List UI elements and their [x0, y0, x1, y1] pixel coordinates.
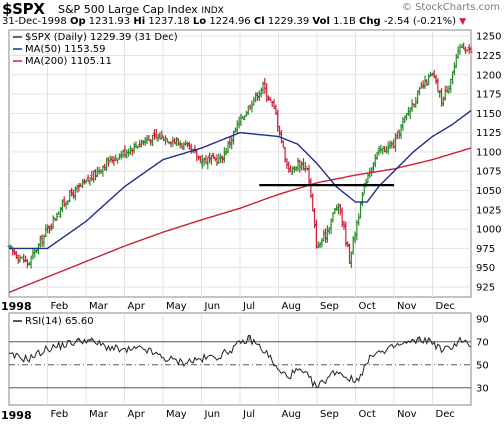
price-x-tick-label: Oct	[359, 301, 376, 312]
close-label: Cl	[253, 16, 265, 27]
price-ohlc-bar	[134, 141, 138, 149]
copyright-link[interactable]: © StockCharts.com	[401, 2, 500, 13]
change-value: -2.54 (-0.21%)	[383, 16, 457, 27]
index-full-name: S&P 500 Large Cap Index	[58, 3, 198, 16]
open-label: Op	[69, 16, 86, 27]
rsi-x-tick-label: Feb	[51, 409, 69, 420]
price-y-tick-label: 975	[476, 244, 495, 255]
rsi-x-tick-label: Oct	[359, 409, 376, 420]
quote-date: 31-Dec-1998	[2, 16, 67, 27]
quote-summary: 31-Dec-1998 Op 1231.93 Hi 1237.18 Lo 122…	[2, 16, 466, 27]
price-y-tick-label: 1050	[476, 186, 501, 197]
price-x-tick-label: Mar	[89, 301, 109, 312]
rsi-y-tick-label: 30	[476, 383, 489, 394]
change-label: Chg	[359, 16, 381, 27]
price-y-tick-label: 1225	[476, 51, 501, 62]
rsi-line	[8, 334, 472, 388]
price-ohlc-bar	[55, 212, 59, 221]
price-x-tick-label: Apr	[128, 301, 146, 312]
price-x-tick-label: Sep	[320, 301, 339, 312]
rsi-x-tick-label: Sep	[320, 409, 339, 420]
price-ohlc-bar	[77, 182, 81, 192]
symbol-title: $SPX	[2, 0, 45, 18]
rsi-y-tick-label: 70	[476, 337, 489, 348]
price-ohlc-bar	[163, 135, 168, 145]
price-y-tick-label: 1175	[476, 90, 501, 101]
price-y-tick-label: 950	[476, 263, 495, 274]
rsi-y-tick-label: 50	[476, 360, 489, 371]
price-y-tick-label: 1125	[476, 128, 501, 139]
price-x-tick-label: Feb	[51, 301, 69, 312]
volume-label: Vol	[312, 16, 330, 27]
rsi-panel: 30 50 70 90 Feb Mar Apr May Jun Jul Aug Sep Oct Nov De…	[1, 312, 489, 422]
price-ohlc-bar	[469, 46, 473, 53]
high-value: 1237.18	[148, 16, 190, 27]
price-ohlc-bar	[268, 97, 272, 101]
high-label: Hi	[133, 16, 146, 27]
rsi-y-tick-label: 90	[476, 314, 489, 325]
rsi-x-tick-label: Apr	[128, 409, 146, 420]
legend-label: $SPX (Daily) 1229.39 (31 Dec)	[25, 32, 178, 43]
open-value: 1231.93	[88, 16, 131, 27]
price-ohlc-bar	[128, 145, 133, 155]
legend-label: MA(50) 1153.59	[25, 44, 106, 55]
ma200-line	[8, 147, 472, 294]
rsi-legend: RSI(14) 65.60	[13, 316, 94, 327]
price-ohlc-bar	[160, 130, 164, 140]
rsi-x-tick-label: Nov	[397, 409, 417, 420]
price-x-tick-label: Nov	[397, 301, 417, 312]
rsi-x-tick-label: Jul	[242, 409, 255, 420]
price-y-tick-label: 1025	[476, 205, 501, 216]
price-y-tick-label: 1200	[476, 70, 501, 81]
ma50-line	[9, 110, 472, 250]
rsi-year-label: 1998	[1, 409, 32, 422]
low-value: 1224.96	[209, 16, 251, 27]
price-ohlc-bar	[211, 152, 215, 159]
price-y-tick-label: 1100	[476, 147, 501, 158]
price-x-tick-label: Jul	[242, 301, 255, 312]
price-x-tick-label: Aug	[282, 301, 302, 312]
down-arrow-icon: ▼	[459, 17, 467, 27]
rsi-x-tick-label: Mar	[89, 409, 109, 420]
price-panel: 925 950 975 1000 1025 1050 1075 1100 1125 1150 117…	[1, 29, 501, 313]
price-ohlc-bar	[427, 73, 431, 85]
price-year-label: 1998	[1, 300, 32, 313]
price-ohlc-bar	[115, 159, 120, 164]
price-ohlc-bar	[320, 237, 324, 248]
rsi-x-tick-label: May	[166, 409, 187, 420]
price-ohlc-bar	[303, 161, 307, 173]
price-x-tick-label: Dec	[436, 301, 455, 312]
index-name: S&P 500 Large Cap Index INDX	[58, 3, 224, 16]
low-label: Lo	[192, 16, 207, 27]
price-y-tick-label: 1150	[476, 109, 501, 120]
price-ohlc-bar	[106, 157, 110, 167]
price-ohlc-bar	[114, 154, 118, 161]
rsi-x-tick-label: Jun	[204, 409, 221, 420]
exchange-code: INDX	[201, 6, 224, 16]
price-y-tick-label: 1250	[476, 32, 501, 43]
volume-value: 1.1B	[333, 16, 356, 27]
price-x-tick-label: Jun	[204, 301, 221, 312]
price-x-tick-label: May	[166, 301, 187, 312]
price-y-tick-label: 925	[476, 282, 495, 293]
close-value: 1229.39	[267, 16, 310, 27]
rsi-x-tick-label: Dec	[436, 409, 455, 420]
price-legend: $SPX (Daily) 1229.39 (31 Dec)MA(50) 1153…	[13, 32, 178, 67]
rsi-x-tick-label: Aug	[282, 409, 302, 420]
price-y-tick-label: 1075	[476, 167, 501, 178]
rsi-legend-label: RSI(14) 65.60	[25, 316, 94, 327]
price-y-tick-label: 1000	[476, 225, 501, 236]
price-ohlc-bar	[360, 192, 365, 207]
legend-label: MA(200) 1105.11	[25, 56, 112, 67]
